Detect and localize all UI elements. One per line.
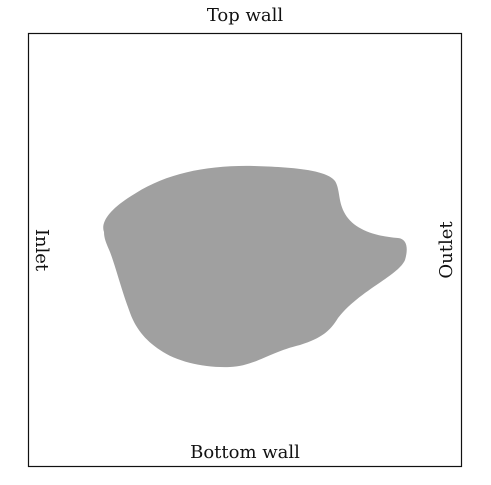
outlet-label: Outlet	[436, 221, 457, 279]
inlet-label: Inlet	[31, 228, 52, 272]
top-wall-label: Top wall	[206, 5, 284, 26]
obstacle-shape	[103, 165, 407, 368]
bottom-wall-label: Bottom wall	[190, 442, 300, 463]
